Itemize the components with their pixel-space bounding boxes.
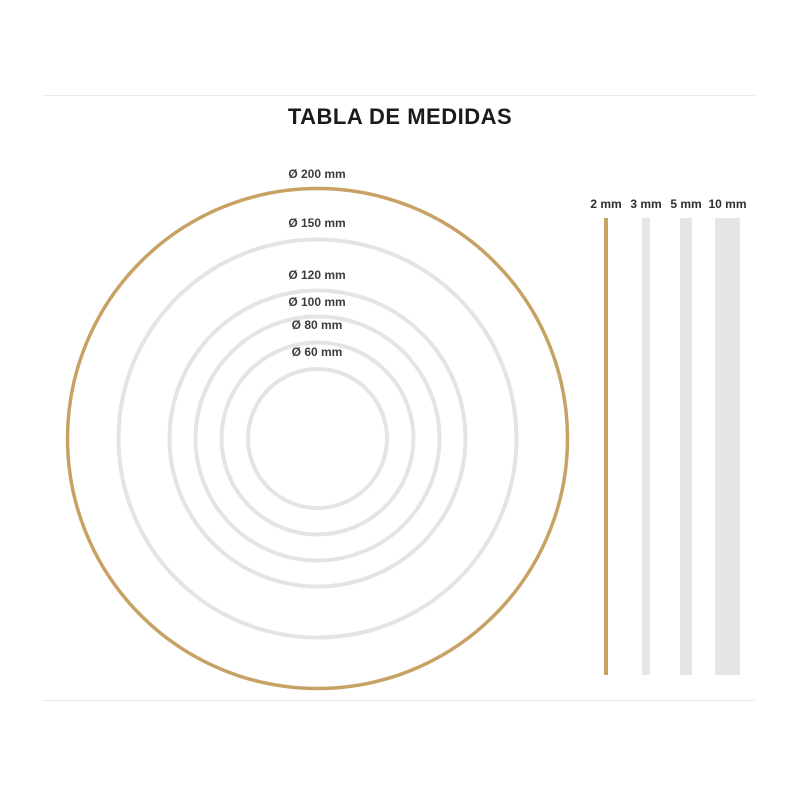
ring-label-150mm: Ø 150 mm — [288, 216, 346, 230]
thickness-bar-3mm — [642, 218, 650, 675]
ring-circle-200mm — [65, 186, 570, 691]
ring-circle-150mm — [116, 237, 519, 640]
thickness-label-2mm: 2 mm — [590, 197, 622, 211]
ring-circle-80mm — [219, 340, 416, 537]
ring-circle-60mm — [246, 367, 389, 510]
thickness-bar-2mm — [604, 218, 608, 675]
ring-label-80mm: Ø 80 mm — [291, 318, 343, 332]
thickness-label-5mm: 5 mm — [670, 197, 702, 211]
page-title: TABLA DE MEDIDAS — [287, 104, 513, 129]
ring-label-100mm: Ø 100 mm — [288, 295, 346, 309]
thickness-bar-5mm — [680, 218, 692, 675]
ring-label-60mm: Ø 60 mm — [291, 345, 343, 359]
thickness-bar-10mm — [715, 218, 740, 675]
ring-label-120mm: Ø 120 mm — [288, 268, 346, 282]
thickness-label-10mm: 10 mm — [708, 197, 747, 211]
ring-circle-120mm — [167, 288, 468, 589]
thickness-label-3mm: 3 mm — [630, 197, 662, 211]
ring-circle-100mm — [193, 314, 442, 563]
top-divider — [43, 95, 755, 96]
bottom-divider — [43, 700, 755, 701]
ring-label-200mm: Ø 200 mm — [288, 167, 346, 181]
